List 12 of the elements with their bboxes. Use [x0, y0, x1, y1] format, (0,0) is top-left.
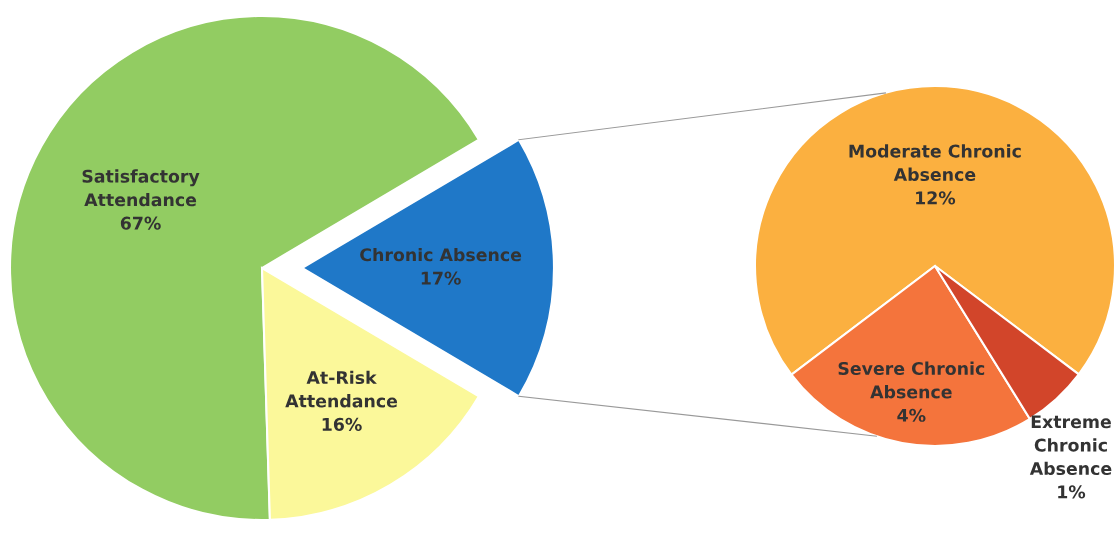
data-label: 12%	[916, 191, 956, 205]
slice-label: Satisfactory Attendance	[82, 169, 200, 207]
data-label: 1%	[1058, 485, 1086, 499]
slice-label: Moderate Chronic Absence	[849, 144, 1021, 182]
slice-label: Chronic Absence	[360, 247, 522, 262]
data-label: 16%	[322, 417, 362, 431]
data-label: 67%	[120, 216, 161, 230]
data-label: 17%	[421, 271, 461, 285]
slice-label: Severe Chronic Absence	[838, 361, 985, 399]
slice-label: Extreme Chronic Absence	[1029, 415, 1112, 476]
slice-label: At-Risk Attendance	[285, 370, 398, 408]
data-label: 4%	[897, 408, 926, 422]
